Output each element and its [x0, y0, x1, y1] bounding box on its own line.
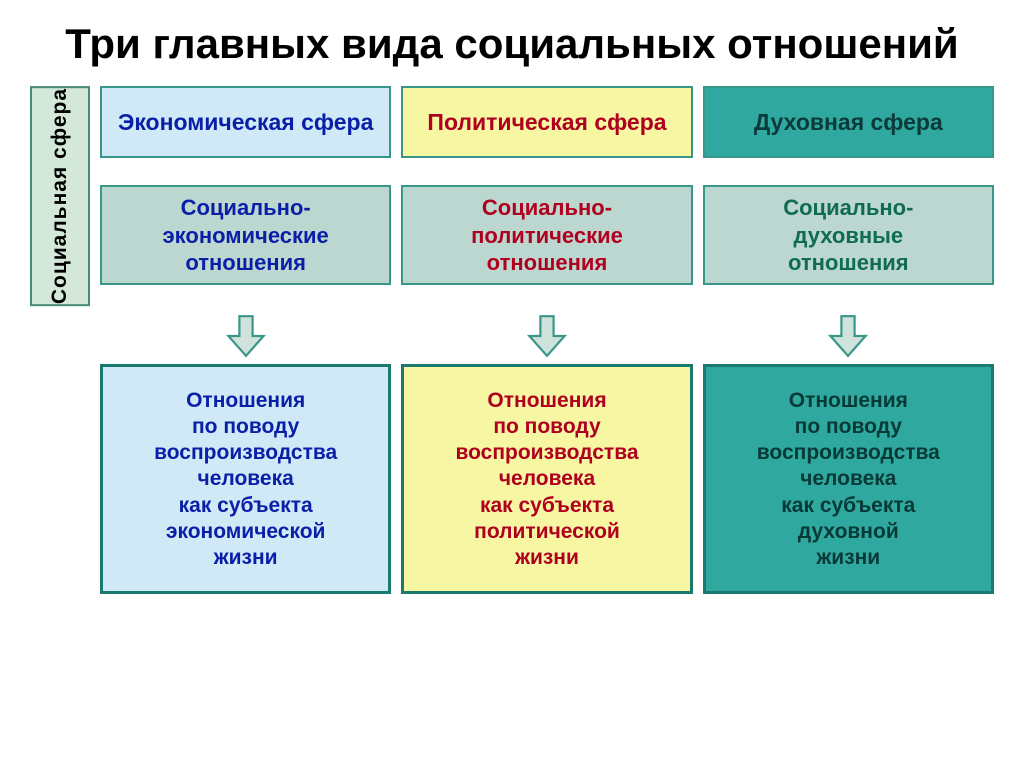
down-arrow-icon: [826, 314, 870, 358]
sphere-political: Политическая сфера: [401, 86, 692, 158]
down-arrow-icon: [224, 314, 268, 358]
arrow-spacer: [30, 314, 90, 358]
page-title: Три главных вида социальных отношений: [30, 20, 994, 68]
desc-spacer: [30, 364, 90, 594]
desc-spiritual: Отношенияпо поводувоспроизводствачеловек…: [703, 364, 994, 594]
arrow-row: [30, 314, 994, 358]
sphere-spiritual: Духовная сфера: [703, 86, 994, 158]
relation-political: Социально-политическиеотношения: [401, 185, 692, 285]
relation-economic: Социально-экономическиеотношения: [100, 185, 391, 285]
arrow-economic: [100, 314, 391, 358]
description-row: Отношенияпо поводувоспроизводствачеловек…: [30, 364, 994, 594]
relation-spiritual: Социально-духовныеотношения: [703, 185, 994, 285]
desc-economic: Отношенияпо поводувоспроизводствачеловек…: [100, 364, 391, 594]
arrow-spiritual: [703, 314, 994, 358]
down-arrow-icon: [525, 314, 569, 358]
arrow-political: [401, 314, 692, 358]
sphere-economic: Экономическая сфера: [100, 86, 391, 158]
sidebar-social-sphere: Социальная сфера: [30, 86, 90, 306]
top-grid: Социальная сфера Экономическая сфера Пол…: [30, 86, 994, 306]
desc-political: Отношенияпо поводувоспроизводствачеловек…: [401, 364, 692, 594]
